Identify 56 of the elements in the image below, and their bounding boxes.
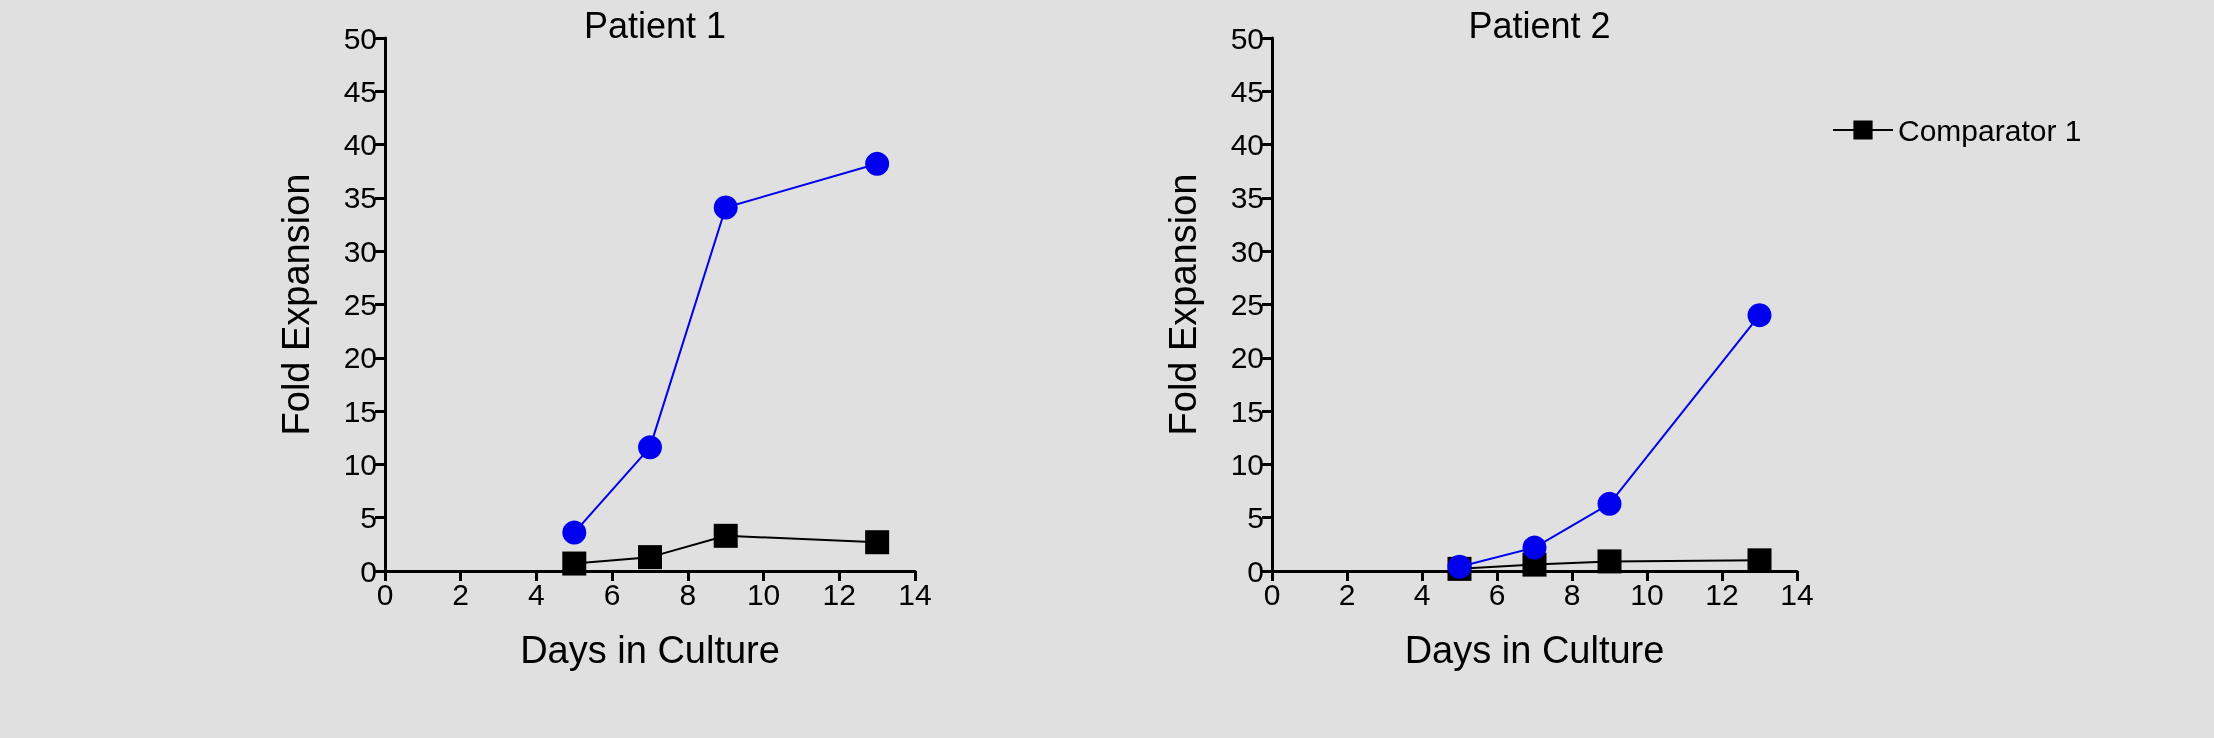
y-axis-title: Fold Expansion (1162, 173, 1204, 436)
point (865, 530, 890, 555)
x-tick-label: 10 (1630, 577, 1664, 611)
x-tick-label: 2 (1338, 577, 1356, 611)
x-axis-title: Days in Culture (520, 629, 780, 671)
y-tick-label: 40 (343, 128, 377, 162)
point (1747, 548, 1772, 573)
chart-title: Patient 2 (1468, 4, 1611, 46)
y-tick-label: 25 (343, 288, 377, 321)
y-tick-label: 40 (1230, 128, 1264, 162)
y-tick-label: 5 (360, 501, 377, 535)
point (865, 151, 890, 176)
y-tick-label: 35 (343, 181, 377, 215)
y-tick-label: 20 (343, 341, 377, 375)
x-tick-label: 12 (1705, 577, 1739, 611)
y-tick-label: 20 (1230, 341, 1264, 375)
y-axis-title: Fold Expansion (275, 173, 317, 436)
x-tick-label: 12 (822, 577, 856, 611)
point (1597, 491, 1622, 516)
x-tick-label: 10 (746, 577, 781, 611)
y-tick-label: 10 (343, 447, 377, 481)
x-tick-label: 6 (603, 577, 621, 611)
point (638, 435, 662, 460)
legend-label: Comparator 1 (1898, 113, 2082, 147)
point (1597, 549, 1622, 574)
y-tick-label: 30 (1230, 234, 1264, 268)
x-tick-label: 2 (452, 577, 470, 611)
point (562, 551, 587, 576)
x-tick-label: 14 (898, 577, 932, 611)
y-tick-label: 0 (360, 554, 377, 588)
y-tick-label: 30 (343, 234, 377, 268)
point (1522, 535, 1547, 560)
x-tick-label: 4 (528, 577, 545, 611)
y-tick-label: 15 (1230, 394, 1264, 428)
y-tick-label: 0 (1247, 554, 1264, 588)
y-tick-label: 25 (1230, 288, 1264, 321)
point (562, 520, 587, 545)
y-tick-label: 50 (343, 21, 377, 55)
x-tick-label: 8 (679, 577, 697, 611)
point (713, 195, 738, 220)
point (713, 523, 738, 548)
y-tick-label: 10 (1230, 447, 1264, 481)
point (1747, 303, 1772, 328)
y-tick-label: 15 (343, 394, 377, 428)
x-axis-title: Days in Culture (1404, 629, 1665, 671)
y-tick-label: 35 (1230, 181, 1264, 215)
y-tick-label: 45 (343, 74, 377, 108)
y-tick-label: 5 (1247, 501, 1264, 535)
x-tick-label: 4 (1413, 577, 1431, 611)
x-tick-label: 8 (1563, 577, 1581, 611)
chart-title: Patient 1 (583, 4, 727, 46)
y-tick-label: 45 (1230, 74, 1264, 108)
x-tick-label: 6 (1488, 577, 1506, 611)
point (638, 545, 662, 570)
y-tick-label: 50 (1230, 21, 1264, 55)
x-tick-label: 14 (1780, 577, 1814, 611)
